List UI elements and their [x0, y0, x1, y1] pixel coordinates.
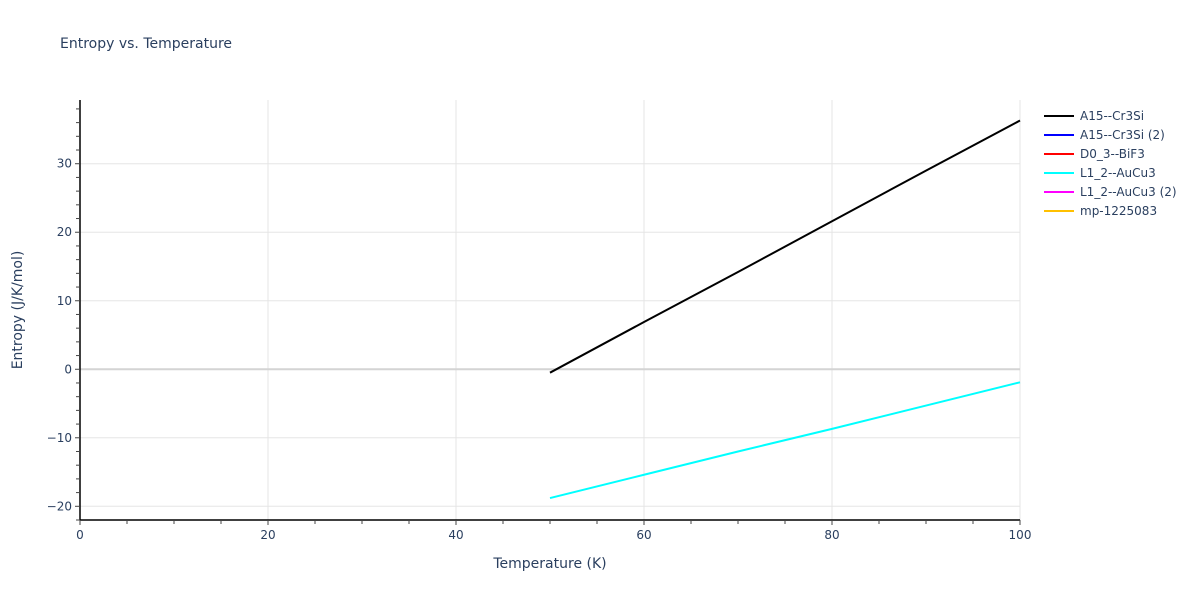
legend: A15--Cr3Si A15--Cr3Si (2) D0_3--BiF3 L1_… [1044, 106, 1177, 220]
y-axis-ticks: −20 −10 0 10 20 30 [47, 108, 80, 521]
y-tick-label: 30 [57, 157, 72, 171]
legend-label: mp-1225083 [1080, 203, 1158, 218]
series-line [549, 381, 1021, 500]
legend-label: L1_2--AuCu3 (2) [1080, 184, 1177, 199]
y-tick-label: −20 [47, 499, 72, 513]
legend-line-icon [1044, 114, 1074, 117]
y-tick-label: 0 [64, 362, 72, 376]
legend-line-icon [1044, 133, 1074, 136]
legend-item[interactable]: L1_2--AuCu3 (2) [1044, 182, 1177, 201]
y-tick-label: 10 [57, 294, 72, 308]
legend-line-icon [1044, 171, 1074, 174]
gridlines [80, 100, 1021, 520]
legend-label: L1_2--AuCu3 [1080, 165, 1156, 180]
series-line [549, 119, 1021, 374]
legend-item[interactable]: D0_3--BiF3 [1044, 144, 1177, 163]
legend-item[interactable]: L1_2--AuCu3 [1044, 163, 1177, 182]
x-tick-label: 0 [76, 528, 84, 542]
legend-item[interactable]: mp-1225083 [1044, 201, 1177, 220]
x-tick-label: 80 [824, 528, 839, 542]
x-axis-title: Temperature (K) [492, 556, 606, 572]
legend-label: A15--Cr3Si (2) [1080, 127, 1165, 142]
x-tick-label: 20 [260, 528, 275, 542]
legend-line-icon [1044, 152, 1074, 155]
y-axis-title: Entropy (J/K/mol) [10, 251, 26, 370]
chart-title: Entropy vs. Temperature [60, 36, 233, 52]
x-tick-label: 40 [448, 528, 463, 542]
axes [79, 100, 1020, 521]
series-lines [549, 119, 1021, 500]
legend-label: D0_3--BiF3 [1080, 146, 1145, 161]
legend-line-icon [1044, 209, 1074, 212]
x-tick-label: 100 [1009, 528, 1032, 542]
y-tick-label: 20 [57, 225, 72, 239]
legend-item[interactable]: A15--Cr3Si (2) [1044, 125, 1177, 144]
y-tick-label: −10 [47, 431, 72, 445]
legend-item[interactable]: A15--Cr3Si [1044, 106, 1177, 125]
x-axis-ticks: 0 20 40 60 80 100 [76, 520, 1031, 542]
x-tick-label: 60 [636, 528, 651, 542]
legend-line-icon [1044, 190, 1074, 193]
legend-label: A15--Cr3Si [1080, 108, 1145, 123]
